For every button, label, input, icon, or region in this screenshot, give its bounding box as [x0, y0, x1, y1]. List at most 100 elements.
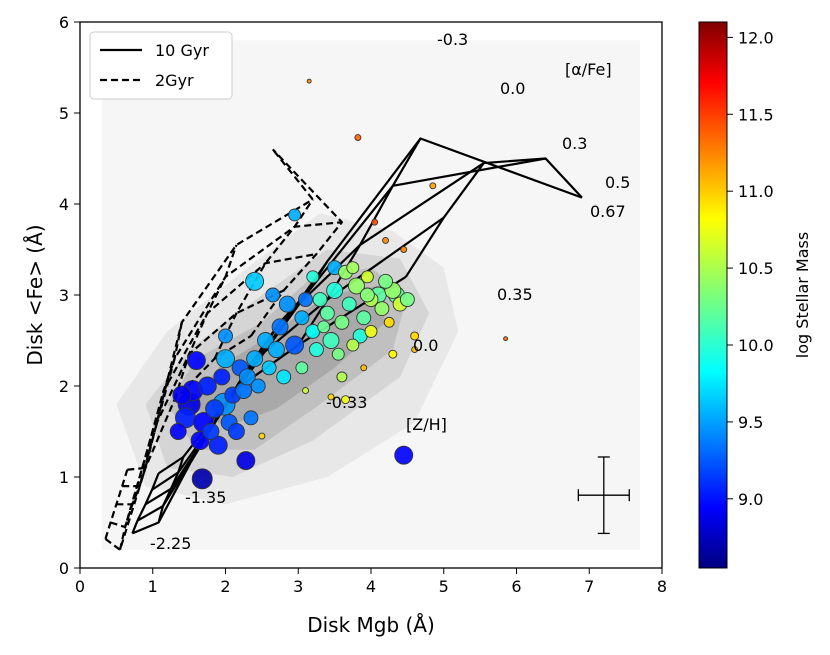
data-point-51: [341, 296, 357, 312]
colorbar-gradient: [698, 21, 728, 569]
data-point-68: [364, 324, 378, 338]
data-point-15: [216, 349, 235, 369]
zh-label-5: -2.25: [150, 534, 191, 553]
alpha-title: [α/Fe]: [565, 60, 612, 79]
alpha-label-2: 0.0: [500, 79, 525, 98]
data-point-41: [276, 369, 292, 385]
data-point-64: [360, 270, 374, 284]
data-point-25: [238, 368, 256, 386]
data-point-79: [302, 387, 309, 394]
grid-2gyr-alpha-line-3: [116, 252, 317, 506]
data-point-20: [202, 423, 220, 440]
data-point-28: [257, 332, 274, 349]
data-point-30: [271, 318, 289, 336]
x-tick-label-4: 4: [366, 577, 376, 596]
data-point-26: [227, 423, 245, 440]
data-point-29: [267, 341, 285, 359]
data-point-38: [243, 410, 259, 426]
zh-title: [Z/H]: [406, 415, 447, 434]
y-tick-label-1: 1: [59, 468, 69, 487]
y-axis-label: Disk <Fe> (Å): [23, 224, 47, 365]
data-point-49: [319, 305, 335, 321]
data-point-48: [312, 292, 328, 307]
x-tick-label-5: 5: [439, 577, 449, 596]
x-tick-label-3: 3: [293, 577, 303, 596]
zh-label-2: 0.0: [413, 336, 438, 355]
zh-label-4: -1.35: [185, 488, 226, 507]
data-point-69: [317, 320, 331, 334]
error-bar: [577, 456, 630, 535]
data-point-61: [359, 287, 375, 303]
data-point-32: [326, 282, 344, 299]
data-point-27: [246, 350, 264, 368]
data-point-11: [205, 399, 225, 419]
legend-label-10gyr: 10 Gyr: [155, 41, 209, 60]
x-axis-label: Disk Mgb (Å): [307, 613, 435, 637]
data-point-60: [399, 292, 415, 307]
data-point-62: [288, 208, 302, 222]
data-point-8: [394, 445, 414, 465]
data-point-35: [322, 332, 340, 349]
data-point-71: [336, 371, 348, 383]
data-point-75: [410, 331, 420, 341]
data-point-50: [334, 314, 350, 330]
data-point-63: [306, 270, 320, 284]
alpha-label-5: 0.67: [590, 202, 626, 221]
colorbar-label: log Stellar Mass: [793, 232, 812, 358]
x-tick-label-8: 8: [657, 577, 667, 596]
y-tick-label-3: 3: [59, 286, 69, 305]
alpha-label-3: 0.3: [562, 134, 587, 153]
data-point-76: [400, 246, 408, 253]
colorbar: 9.0 9.5 10.0 10.5 11.0 11.5 12.0 log Stellar M…: [698, 21, 812, 569]
data-point-84: [354, 134, 362, 142]
colorbar-ticks: 9.0 9.5 10.0 10.5 11.0 11.5 12.0: [727, 28, 774, 509]
data-point-31: [278, 295, 296, 313]
data-point-77: [411, 346, 419, 354]
x-tick-label-7: 7: [584, 577, 594, 596]
grid-2gyr-zh-line-6: [250, 148, 343, 337]
data-point-10: [197, 376, 217, 396]
data-point-47: [265, 287, 281, 303]
data-point-83: [371, 218, 379, 226]
legend-box: [89, 31, 233, 100]
y-tick-label-6: 6: [59, 13, 69, 32]
y-tick-label-2: 2: [59, 377, 69, 396]
colorbar-tick-label-3: 10.5: [738, 259, 774, 278]
data-point-12: [172, 385, 192, 405]
zh-label-3: -0.33: [326, 393, 367, 412]
data-point-78: [327, 393, 335, 401]
data-point-73: [341, 395, 350, 405]
data-point-85: [429, 182, 437, 190]
alpha-label-4: 0.5: [605, 173, 630, 192]
x-tick-label-0: 0: [75, 577, 85, 596]
alpha-label-1: -0.3: [437, 30, 468, 49]
data-point-42: [294, 310, 310, 326]
data-points: [169, 78, 509, 490]
colorbar-tick-label-1: 9.5: [738, 413, 763, 432]
data-point-82: [382, 236, 389, 244]
grid-2gyr-alpha-line-5: [127, 148, 314, 471]
data-point-14: [208, 435, 228, 455]
x-tick-label-2: 2: [220, 577, 230, 596]
grid-2gyr-alpha-line-4: [122, 221, 343, 488]
colorbar-tick-label-5: 11.5: [738, 105, 774, 124]
x-tick-label-6: 6: [511, 577, 521, 596]
data-point-54: [374, 301, 390, 317]
data-point-58: [308, 342, 324, 358]
y-axis-ticks: 0 1 2 3 4 5 6: [59, 13, 80, 578]
data-point-9: [186, 351, 206, 370]
data-point-40: [261, 360, 277, 376]
data-point-72: [383, 316, 395, 328]
zh-label-1: 0.35: [497, 285, 533, 304]
data-point-87: [503, 336, 509, 342]
colorbar-tick-label-0: 9.0: [738, 490, 763, 509]
data-point-43: [298, 292, 313, 307]
data-point-19: [213, 368, 231, 386]
data-point-81: [360, 364, 368, 372]
legend-label-2gyr: 2Gyr: [155, 71, 194, 90]
data-point-74: [388, 349, 398, 359]
data-point-17: [245, 271, 265, 291]
grid-2gyr-alpha-line-2: [110, 289, 285, 529]
y-tick-label-5: 5: [59, 104, 69, 123]
